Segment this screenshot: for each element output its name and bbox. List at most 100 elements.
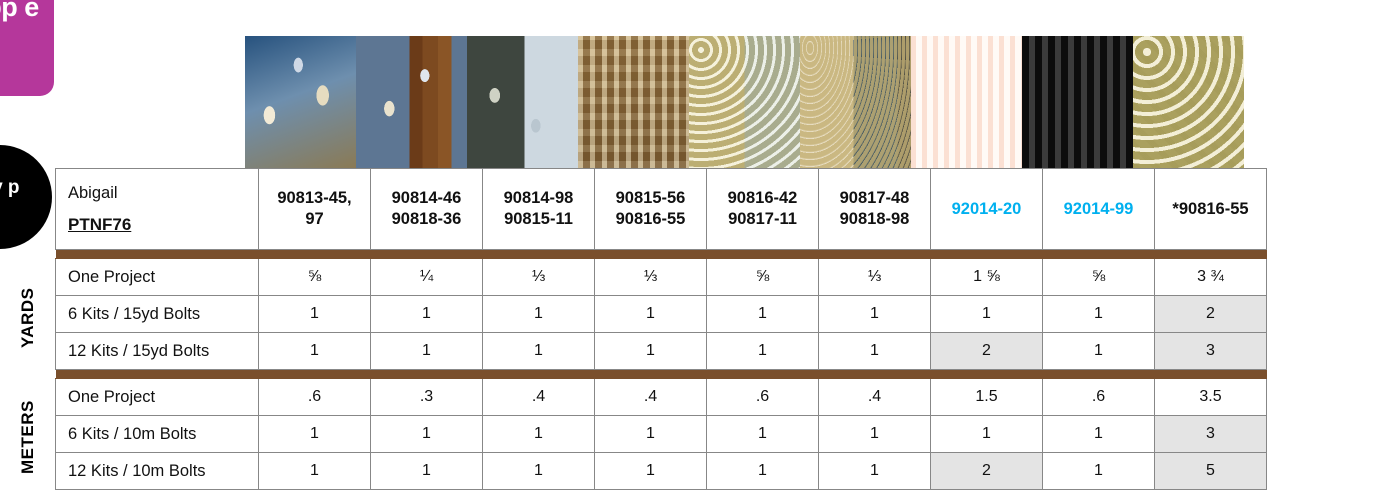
- cell-value: 1: [422, 425, 431, 442]
- sku-line: 92014-99: [1063, 199, 1134, 218]
- cell-value: 1: [1094, 425, 1103, 442]
- cell-value: ⅝: [755, 268, 770, 285]
- cell-yards-1-c7: 1: [930, 295, 1043, 333]
- cell-value: 1: [982, 305, 991, 322]
- cell-value: .6: [307, 388, 322, 405]
- swatch-pattern-gold-medallion-blue-medallion: [689, 36, 800, 168]
- sku-line: 90818-36: [391, 210, 462, 228]
- column-header-c8[interactable]: 92014-99: [1042, 168, 1155, 250]
- sku-line: 97: [305, 210, 324, 228]
- cell-value: 3 ¾: [1197, 268, 1224, 285]
- column-header-c5[interactable]: 90816-42 90817-11: [706, 168, 819, 250]
- fabric-swatch-c6: [800, 36, 911, 168]
- cell-value: 3: [1206, 342, 1215, 359]
- row-label-meters-0: One Project: [55, 378, 259, 416]
- cell-value: ¼: [419, 268, 434, 285]
- fabric-swatch-c2: [356, 36, 467, 168]
- column-header-c2[interactable]: 90814-46 90818-36: [370, 168, 483, 250]
- cell-yards-2-c7: 2: [930, 332, 1043, 370]
- column-header-c6[interactable]: 90817-48 90818-98: [818, 168, 931, 250]
- cell-yards-2-c9: 3: [1154, 332, 1267, 370]
- column-header-c3[interactable]: 90814-98 90815-11: [482, 168, 595, 250]
- cell-meters-1-c9: 3: [1154, 415, 1267, 453]
- cell-value: ⅓: [643, 268, 658, 285]
- cell-yards-1-c1: 1: [258, 295, 371, 333]
- row-label-yards-1: 6 Kits / 15yd Bolts: [55, 295, 259, 333]
- swatch-pattern-cream-dot-navy-dot: [800, 36, 911, 168]
- cell-value: 3.5: [1199, 388, 1222, 405]
- cell-value: 1: [982, 425, 991, 442]
- cell-yards-2-c4: 1: [594, 332, 707, 370]
- collection-code[interactable]: PTNF76: [68, 214, 132, 234]
- swatch-pattern-pink-cream-stripe: [911, 36, 1022, 168]
- cell-yards-1-c5: 1: [706, 295, 819, 333]
- cell-yards-0-c9: 3 ¾: [1154, 258, 1267, 296]
- fabric-swatch-strip: [245, 36, 1244, 168]
- fabric-swatch-c4: [578, 36, 689, 168]
- cell-value: 1: [758, 462, 767, 479]
- promo-badge-black-label: tly p: [0, 177, 20, 198]
- collection-name: Abigail: [68, 184, 118, 202]
- cell-meters-1-c3: 1: [482, 415, 595, 453]
- cell-meters-0-c5: .6: [706, 378, 819, 416]
- cell-meters-2-c1: 1: [258, 452, 371, 490]
- column-header-c9[interactable]: *90816-55: [1154, 168, 1267, 250]
- column-header-c1[interactable]: 90813-45, 97: [258, 168, 371, 250]
- section-label-yards: YARDS: [18, 287, 37, 348]
- cell-meters-1-c4: 1: [594, 415, 707, 453]
- sku-line: 90817-11: [728, 210, 797, 228]
- fabric-swatch-c5: [689, 36, 800, 168]
- cell-meters-2-c9: 5: [1154, 452, 1267, 490]
- swatch-pattern-brown-gold-damask: [578, 36, 689, 168]
- cell-value: 1: [310, 425, 319, 442]
- table-row: One Project ⅝ ¼ ⅓ ⅓ ⅝ ⅓ 1 ⅝ ⅝ 3 ¾: [55, 258, 1267, 296]
- cell-meters-2-c3: 1: [482, 452, 595, 490]
- cell-meters-1-c8: 1: [1042, 415, 1155, 453]
- cell-yards-2-c6: 1: [818, 332, 931, 370]
- cell-value: 2: [982, 462, 991, 479]
- row-label-yards-0: One Project: [55, 258, 259, 296]
- cell-yards-1-c9: 2: [1154, 295, 1267, 333]
- cell-value: .4: [867, 388, 882, 405]
- cell-meters-1-c6: 1: [818, 415, 931, 453]
- cell-yards-2-c8: 1: [1042, 332, 1155, 370]
- cell-value: 1: [310, 342, 319, 359]
- cell-yards-1-c8: 1: [1042, 295, 1155, 333]
- sku-line: 90813-45,: [277, 189, 352, 208]
- cell-meters-2-c2: 1: [370, 452, 483, 490]
- cell-value: .6: [1091, 388, 1106, 405]
- cell-value: 1: [534, 305, 543, 322]
- cell-yards-1-c3: 1: [482, 295, 595, 333]
- promo-badge-black[interactable]: tly p: [0, 145, 52, 249]
- cell-meters-0-c7: 1.5: [930, 378, 1043, 416]
- cell-meters-0-c1: .6: [258, 378, 371, 416]
- swatch-pattern-gold-olive-floral: [1133, 36, 1244, 168]
- sku-line: 90815-11: [504, 210, 573, 228]
- cell-meters-2-c7: 2: [930, 452, 1043, 490]
- cell-yards-0-c7: 1 ⅝: [930, 258, 1043, 296]
- promo-badge-magenta[interactable]: opp e: [0, 0, 54, 96]
- sku-line: *90816-55: [1172, 199, 1249, 218]
- sku-line: 90817-48: [839, 189, 910, 208]
- cell-meters-0-c9: 3.5: [1154, 378, 1267, 416]
- cell-value: 1: [422, 305, 431, 322]
- cell-yards-0-c2: ¼: [370, 258, 483, 296]
- cell-value: .3: [419, 388, 434, 405]
- cell-yards-0-c3: ⅓: [482, 258, 595, 296]
- cell-value: 1: [534, 425, 543, 442]
- cell-yards-0-c4: ⅓: [594, 258, 707, 296]
- column-header-c4[interactable]: 90815-56 90816-55: [594, 168, 707, 250]
- table-row: One Project .6 .3 .4 .4 .6 .4 1.5 .6 3.5: [55, 378, 1267, 416]
- cell-meters-2-c8: 1: [1042, 452, 1155, 490]
- cell-value: 2: [1206, 305, 1215, 322]
- cell-value: 1: [646, 425, 655, 442]
- cell-value: 1: [870, 342, 879, 359]
- table-row: 6 Kits / 15yd Bolts 1 1 1 1 1 1 1 1 2: [55, 295, 1267, 333]
- cell-value: 1: [534, 342, 543, 359]
- collection-name-cell: Abigail PTNF76: [55, 168, 259, 250]
- cell-value: ⅝: [307, 268, 322, 285]
- cell-meters-1-c2: 1: [370, 415, 483, 453]
- column-header-c7[interactable]: 92014-20: [930, 168, 1043, 250]
- cell-value: 1: [870, 462, 879, 479]
- table-header-row: Abigail PTNF76 90813-45, 97 90814-46 90818-36…: [55, 168, 1267, 250]
